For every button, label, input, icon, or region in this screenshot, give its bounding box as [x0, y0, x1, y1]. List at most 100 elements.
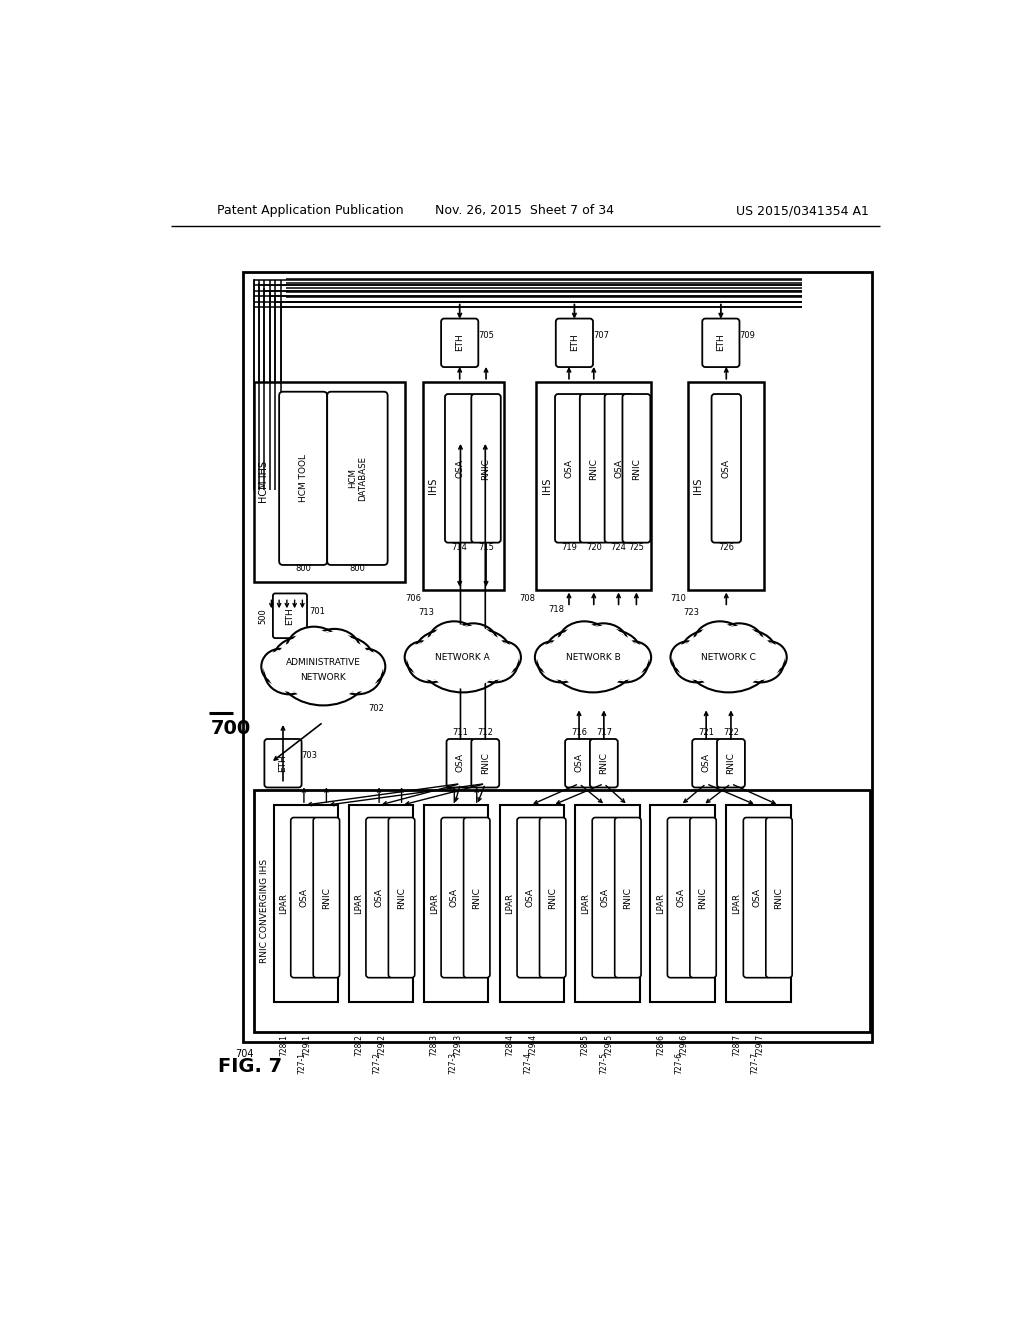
FancyBboxPatch shape: [471, 395, 501, 543]
Text: LPAR: LPAR: [732, 892, 741, 913]
Ellipse shape: [618, 643, 649, 672]
Text: RNIC: RNIC: [774, 887, 783, 908]
FancyBboxPatch shape: [441, 817, 467, 978]
Text: 711: 711: [453, 729, 468, 738]
Text: 706: 706: [406, 594, 421, 603]
Text: 722: 722: [723, 729, 739, 738]
FancyBboxPatch shape: [517, 817, 544, 978]
Ellipse shape: [717, 630, 777, 680]
Ellipse shape: [715, 623, 764, 664]
Text: NETWORK: NETWORK: [300, 673, 346, 682]
Text: OSA: OSA: [299, 888, 308, 907]
Text: 715: 715: [478, 543, 494, 552]
FancyBboxPatch shape: [471, 739, 500, 788]
FancyBboxPatch shape: [540, 817, 566, 978]
Text: 727-7: 727-7: [751, 1052, 759, 1074]
Text: 729-1: 729-1: [302, 1034, 311, 1056]
Bar: [243, 272, 872, 1043]
Bar: [650, 805, 715, 1002]
Ellipse shape: [585, 632, 638, 677]
Ellipse shape: [311, 636, 376, 692]
FancyBboxPatch shape: [273, 594, 307, 638]
Ellipse shape: [676, 644, 717, 680]
Text: ETH: ETH: [570, 334, 579, 351]
FancyBboxPatch shape: [743, 817, 770, 978]
Text: ETH: ETH: [279, 754, 288, 772]
Bar: [254, 789, 870, 1032]
FancyBboxPatch shape: [555, 395, 583, 543]
Text: 727-4: 727-4: [524, 1052, 532, 1074]
FancyBboxPatch shape: [291, 817, 317, 978]
Text: NETWORK C: NETWORK C: [701, 653, 756, 661]
Text: RNIC: RNIC: [632, 458, 641, 479]
Text: OSA: OSA: [676, 888, 685, 907]
Text: 719: 719: [561, 543, 577, 552]
Text: 720: 720: [586, 543, 602, 552]
Text: 500: 500: [258, 609, 267, 623]
Ellipse shape: [261, 649, 299, 684]
Ellipse shape: [602, 643, 648, 682]
Text: 707: 707: [593, 331, 609, 341]
Ellipse shape: [474, 644, 515, 680]
Ellipse shape: [263, 651, 296, 682]
Ellipse shape: [336, 652, 379, 692]
Ellipse shape: [538, 643, 585, 682]
Text: 708: 708: [519, 594, 536, 603]
Ellipse shape: [276, 634, 370, 705]
Text: 727-2: 727-2: [373, 1052, 382, 1074]
FancyBboxPatch shape: [604, 395, 633, 543]
Ellipse shape: [408, 643, 454, 682]
Text: RNIC: RNIC: [589, 458, 598, 479]
Text: 729-6: 729-6: [679, 1034, 688, 1056]
Ellipse shape: [548, 632, 601, 677]
Ellipse shape: [471, 643, 518, 682]
Text: ETH: ETH: [286, 607, 295, 624]
Text: 728-5: 728-5: [581, 1034, 590, 1056]
Text: LPAR: LPAR: [280, 892, 289, 913]
Ellipse shape: [411, 644, 452, 680]
FancyBboxPatch shape: [590, 739, 617, 788]
Bar: [726, 805, 791, 1002]
Text: 727-3: 727-3: [447, 1052, 457, 1074]
FancyBboxPatch shape: [717, 739, 744, 788]
Ellipse shape: [414, 630, 474, 680]
Text: 729-4: 729-4: [528, 1034, 538, 1056]
Text: 700: 700: [211, 718, 251, 738]
Text: 712: 712: [477, 729, 494, 738]
Text: IHS: IHS: [543, 478, 552, 494]
Text: 727-5: 727-5: [599, 1052, 608, 1074]
Text: 721: 721: [698, 729, 714, 738]
Text: LPAR: LPAR: [656, 892, 665, 913]
Text: 703: 703: [302, 751, 317, 760]
Ellipse shape: [737, 643, 783, 682]
Ellipse shape: [283, 638, 365, 701]
Text: 704: 704: [234, 1049, 254, 1059]
FancyBboxPatch shape: [441, 318, 478, 367]
Text: 701: 701: [309, 607, 326, 616]
Text: OSA: OSA: [752, 888, 761, 907]
Text: RNIC: RNIC: [397, 887, 407, 908]
Bar: [349, 805, 414, 1002]
Bar: [273, 805, 338, 1002]
Text: RNIC: RNIC: [599, 752, 608, 774]
Text: OSA: OSA: [601, 888, 610, 907]
FancyBboxPatch shape: [313, 817, 340, 978]
Text: 724: 724: [610, 543, 627, 552]
Ellipse shape: [431, 624, 477, 661]
Text: OSA: OSA: [456, 754, 465, 772]
Ellipse shape: [673, 643, 703, 672]
Bar: [254, 381, 404, 582]
Ellipse shape: [674, 643, 720, 682]
Text: 727-1: 727-1: [298, 1052, 306, 1074]
Ellipse shape: [428, 622, 480, 664]
Ellipse shape: [541, 644, 582, 680]
Text: RNIC: RNIC: [322, 887, 331, 908]
Text: OSA: OSA: [722, 459, 731, 478]
Ellipse shape: [616, 642, 651, 673]
Text: OSA: OSA: [564, 459, 573, 478]
Text: US 2015/0341354 A1: US 2015/0341354 A1: [736, 205, 868, 218]
Text: RNIC: RNIC: [481, 458, 490, 479]
Text: 728-7: 728-7: [732, 1034, 741, 1056]
Text: 725: 725: [629, 543, 644, 552]
Text: 726: 726: [718, 543, 734, 552]
